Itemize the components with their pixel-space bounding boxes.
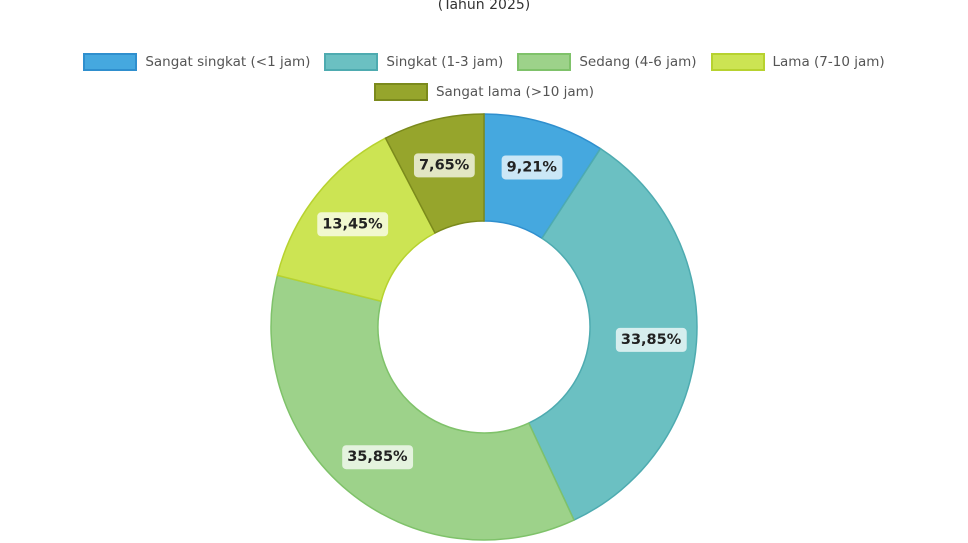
legend-label: Sedang (4-6 jam) xyxy=(579,54,697,70)
slice-label-background xyxy=(501,155,563,180)
slice-label-text: 35,85% xyxy=(347,449,408,465)
legend-swatch xyxy=(373,83,428,101)
legend-swatch xyxy=(517,53,572,71)
slice-data-label: 13,45% xyxy=(317,212,389,237)
legend-label: Lama (7-10 jam) xyxy=(772,54,885,70)
legend-label: Singkat (1-3 jam) xyxy=(386,54,504,70)
slice-label-background xyxy=(615,327,687,352)
legend-item-sangat-lama[interactable]: Sangat lama (>10 jam) xyxy=(373,82,595,102)
donut-slice[interactable] xyxy=(527,147,698,522)
legend-swatch xyxy=(710,53,765,71)
legend-swatch xyxy=(324,53,379,71)
legend-item-lama[interactable]: Lama (7-10 jam) xyxy=(710,52,885,72)
slice-label-background xyxy=(317,212,389,237)
legend-swatch xyxy=(83,53,138,71)
slice-label-text: 33,85% xyxy=(621,332,682,348)
slice-label-background xyxy=(342,445,414,470)
legend-item-sedang[interactable]: Sedang (4-6 jam) xyxy=(517,52,697,72)
slice-label-text: 13,45% xyxy=(322,216,383,232)
legend-item-sangat-singkat[interactable]: Sangat singkat (<1 jam) xyxy=(83,52,310,72)
legend-item-singkat[interactable]: Singkat (1-3 jam) xyxy=(324,52,503,72)
donut-slice[interactable] xyxy=(270,274,576,541)
chart-subtitle: (Tahun 2025) xyxy=(437,0,531,13)
slice-data-label: 35,85% xyxy=(342,445,414,470)
slice-label-background xyxy=(413,153,475,178)
slice-data-label: 9,21% xyxy=(501,155,563,180)
legend-label: Sangat lama (>10 jam) xyxy=(435,84,595,100)
slice-label-text: 7,65% xyxy=(419,157,470,173)
slice-data-label: 7,65% xyxy=(413,153,475,178)
slice-data-label: 33,85% xyxy=(615,327,687,352)
legend-label: Sangat singkat (<1 jam) xyxy=(145,54,311,70)
slice-label-text: 9,21% xyxy=(507,159,558,175)
chart-legend: Sangat singkat (<1 jam) Singkat (1-3 jam… xyxy=(0,52,968,102)
